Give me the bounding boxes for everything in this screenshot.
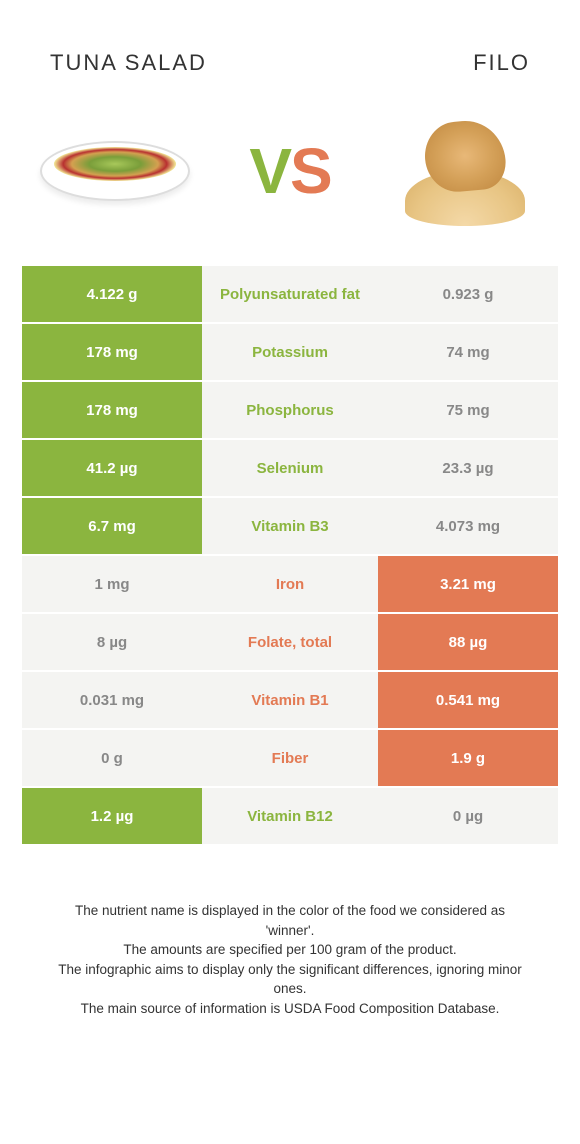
nutrient-label: Potassium [202,324,378,380]
comparison-table: 4.122 gPolyunsaturated fat0.923 g178 mgP… [0,266,580,846]
vs-label: VS [249,134,330,208]
value-left: 8 µg [22,614,202,670]
nutrient-label: Vitamin B1 [202,672,378,728]
nutrient-label: Phosphorus [202,382,378,438]
value-right: 0.541 mg [378,672,558,728]
value-left: 1.2 µg [22,788,202,844]
value-right: 0.923 g [378,266,558,322]
value-left: 6.7 mg [22,498,202,554]
value-right: 23.3 µg [378,440,558,496]
table-row: 178 mgPhosphorus75 mg [22,382,558,440]
table-row: 178 mgPotassium74 mg [22,324,558,382]
value-right: 88 µg [378,614,558,670]
value-left: 0 g [22,730,202,786]
value-right: 3.21 mg [378,556,558,612]
table-row: 41.2 µgSelenium23.3 µg [22,440,558,498]
nutrient-label: Folate, total [202,614,378,670]
nutrient-label: Vitamin B3 [202,498,378,554]
footer-notes: The nutrient name is displayed in the co… [0,846,580,1018]
filo-icon [400,116,530,226]
nutrient-label: Iron [202,556,378,612]
nutrient-label: Polyunsaturated fat [202,266,378,322]
value-right: 74 mg [378,324,558,380]
table-row: 1.2 µgVitamin B120 µg [22,788,558,846]
infographic-container: TUNA SALAD FILO VS 4.122 gPolyunsaturate… [0,0,580,1018]
table-row: 0.031 mgVitamin B10.541 mg [22,672,558,730]
hero-row: VS [0,86,580,266]
footer-line: The nutrient name is displayed in the co… [55,901,525,940]
nutrient-label: Selenium [202,440,378,496]
value-right: 75 mg [378,382,558,438]
value-left: 0.031 mg [22,672,202,728]
footer-line: The main source of information is USDA F… [55,999,525,1019]
title-right: FILO [473,50,530,76]
title-left: TUNA SALAD [50,50,207,76]
value-right: 4.073 mg [378,498,558,554]
value-left: 4.122 g [22,266,202,322]
footer-line: The infographic aims to display only the… [55,960,525,999]
nutrient-label: Fiber [202,730,378,786]
vs-v: V [249,135,290,207]
value-left: 41.2 µg [22,440,202,496]
title-row: TUNA SALAD FILO [0,0,580,86]
value-left: 1 mg [22,556,202,612]
table-row: 8 µgFolate, total88 µg [22,614,558,672]
nutrient-label: Vitamin B12 [202,788,378,844]
tuna-salad-icon [40,141,190,201]
footer-line: The amounts are specified per 100 gram o… [55,940,525,960]
vs-s: S [290,135,331,207]
table-row: 6.7 mgVitamin B34.073 mg [22,498,558,556]
value-right: 1.9 g [378,730,558,786]
value-right: 0 µg [378,788,558,844]
food-image-left [40,116,190,226]
food-image-right [390,116,540,226]
value-left: 178 mg [22,382,202,438]
table-row: 4.122 gPolyunsaturated fat0.923 g [22,266,558,324]
table-row: 1 mgIron3.21 mg [22,556,558,614]
table-row: 0 gFiber1.9 g [22,730,558,788]
value-left: 178 mg [22,324,202,380]
